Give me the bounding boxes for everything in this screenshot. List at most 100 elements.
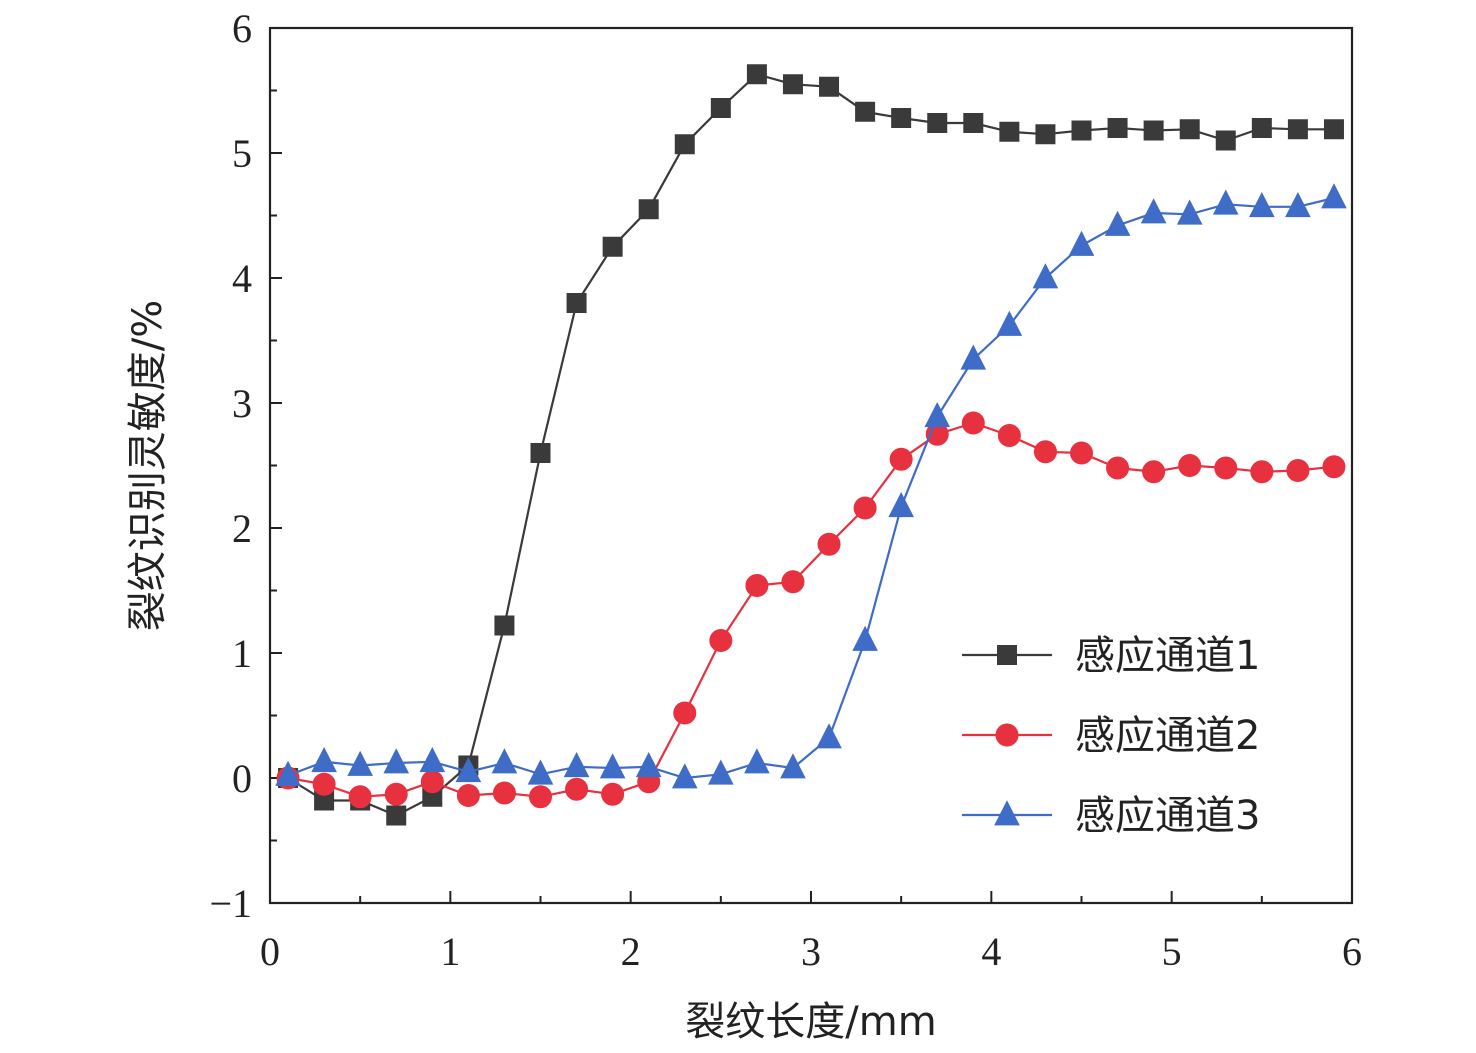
legend-entry-3: 感应通道3 [962, 793, 1260, 839]
legend-marker-shape [997, 645, 1017, 665]
data-point [456, 784, 480, 807]
data-point [781, 570, 805, 594]
y-tick-label: 2 [232, 506, 252, 551]
data-point [1104, 210, 1131, 236]
data-point [1176, 199, 1203, 225]
legend-marker-shape [994, 800, 1020, 826]
x-tick-label: 3 [801, 929, 821, 974]
data-point [638, 199, 659, 220]
data-point [1140, 198, 1167, 224]
data-point [599, 753, 626, 779]
data-point [855, 101, 876, 122]
data-point [1285, 192, 1311, 218]
data-point [816, 723, 842, 749]
data-point [961, 411, 985, 435]
data-point [819, 76, 840, 97]
data-point [386, 805, 407, 826]
data-point [853, 496, 877, 520]
data-point [1287, 119, 1308, 140]
series-2 [276, 411, 1346, 809]
series-line-1 [287, 73, 1334, 817]
data-point [529, 785, 552, 809]
data-point [744, 748, 770, 774]
data-point [1070, 441, 1093, 465]
data-point [924, 402, 951, 428]
series-3 [275, 183, 1347, 789]
data-point [563, 752, 590, 778]
series-group [275, 64, 1347, 826]
legend-entry-1: 感应通道1 [962, 633, 1260, 679]
data-point [996, 310, 1023, 336]
data-point [1143, 120, 1164, 141]
data-point [1142, 460, 1166, 484]
data-point [709, 629, 733, 652]
data-point [673, 701, 697, 725]
x-axis-title: 裂纹长度/mm [685, 999, 936, 1045]
y-tick-label: 5 [232, 131, 252, 176]
series-line-3 [287, 196, 1335, 780]
data-point [963, 113, 984, 133]
legend-marker-3 [994, 800, 1020, 826]
legend-label-3: 感应通道3 [1075, 793, 1260, 839]
data-point [960, 344, 987, 370]
data-point [1033, 440, 1057, 464]
data-point [852, 625, 878, 651]
data-point [275, 760, 301, 786]
legend: 感应通道1 感应通道2 感应通道3 [962, 633, 1260, 839]
data-point [311, 747, 337, 773]
data-point [1068, 230, 1095, 256]
data-point [1212, 189, 1239, 215]
x-tick-label: 6 [1342, 929, 1362, 974]
data-point [1321, 183, 1347, 209]
data-point [566, 293, 587, 313]
y-tick-label: −1 [209, 881, 252, 926]
x-tick-label: 0 [260, 929, 280, 974]
data-point [494, 615, 515, 636]
data-point [602, 236, 623, 257]
legend-entry-2: 感应通道2 [962, 713, 1260, 759]
data-point [384, 782, 408, 806]
data-point [745, 574, 769, 597]
y-axis-title: 裂纹识别灵敏度/% [125, 300, 171, 631]
data-point [889, 447, 913, 471]
data-point [312, 772, 336, 796]
data-point [1178, 454, 1202, 477]
data-point [891, 108, 912, 128]
data-point [1071, 120, 1092, 141]
data-point [1032, 263, 1059, 289]
data-point [780, 753, 806, 779]
series-1 [278, 64, 1344, 826]
data-point [997, 424, 1021, 447]
plot-frame [268, 26, 1354, 905]
data-point [1106, 456, 1130, 480]
x-tick-label: 5 [1162, 929, 1182, 974]
data-point [383, 748, 410, 774]
data-point [1323, 119, 1344, 140]
data-point [1179, 119, 1200, 140]
data-point [671, 763, 698, 789]
data-point [710, 98, 731, 118]
data-point [1286, 459, 1310, 482]
legend-label-2: 感应通道2 [1075, 713, 1260, 759]
data-point [347, 750, 373, 776]
data-point [817, 532, 841, 556]
data-point [1251, 118, 1272, 138]
x-tick-label: 4 [981, 929, 1001, 974]
y-tick-label: 3 [232, 381, 252, 426]
data-point [491, 748, 518, 774]
data-point [746, 64, 767, 85]
data-point [782, 74, 803, 95]
data-point [635, 752, 662, 778]
legend-marker-2 [995, 723, 1019, 747]
data-point [1107, 118, 1128, 138]
x-tick-label: 1 [440, 929, 460, 974]
legend-label-1: 感应通道1 [1075, 633, 1260, 679]
data-point [1215, 130, 1236, 151]
data-point [1250, 460, 1274, 484]
x-tick-label: 2 [621, 929, 641, 974]
data-point [708, 759, 734, 785]
data-point [455, 757, 482, 783]
data-point [530, 443, 551, 463]
data-point [1035, 124, 1056, 145]
